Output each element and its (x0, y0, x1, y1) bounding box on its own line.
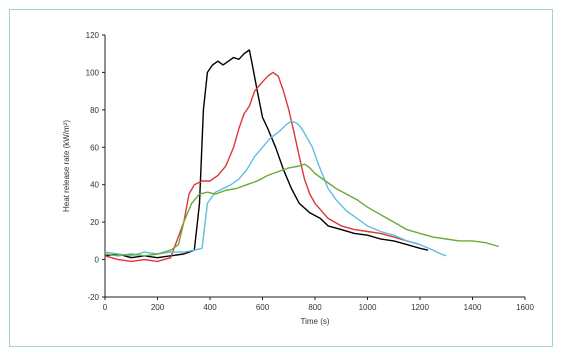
series-line-4 (104, 163, 499, 257)
y-tick-label: 60 (90, 143, 99, 152)
y-tick-label: 100 (86, 68, 100, 77)
x-ticks: 0 200 400 600 800 1000 1200 1400 1600 (103, 297, 534, 312)
x-tick-label: 400 (203, 303, 217, 312)
series-line-1 (104, 49, 429, 259)
y-ticks: -20 0 20 40 60 80 100 120 (86, 31, 105, 302)
series-line-3 (104, 120, 447, 257)
y-tick-label: 20 (90, 218, 99, 227)
x-tick-label: 0 (103, 303, 108, 312)
x-tick-label: 200 (151, 303, 165, 312)
y-tick-label: 0 (95, 256, 100, 265)
axes (104, 35, 525, 298)
x-axis-title: Time (s) (300, 317, 329, 326)
y-tick-label: 80 (90, 106, 99, 115)
y-tick-label: 40 (90, 181, 99, 190)
series-group (104, 49, 499, 263)
y-tick-label: 120 (86, 31, 100, 40)
x-tick-label: 1600 (516, 303, 534, 312)
series-line-2 (104, 71, 421, 263)
x-tick-label: 800 (308, 303, 322, 312)
chart: 0 200 400 600 800 1000 1200 1400 1600 -20 0 20 40 60… (62, 31, 534, 326)
x-tick-label: 600 (256, 303, 270, 312)
x-tick-label: 1000 (359, 303, 377, 312)
x-tick-label: 1200 (411, 303, 429, 312)
y-tick-label: -20 (87, 293, 99, 302)
y-axis-title: Heat release rate (kW/m²) (62, 120, 71, 212)
chart-frame: 0 200 400 600 800 1000 1200 1400 1600 -20 0 20 40 60… (9, 9, 553, 347)
x-tick-label: 1400 (464, 303, 482, 312)
